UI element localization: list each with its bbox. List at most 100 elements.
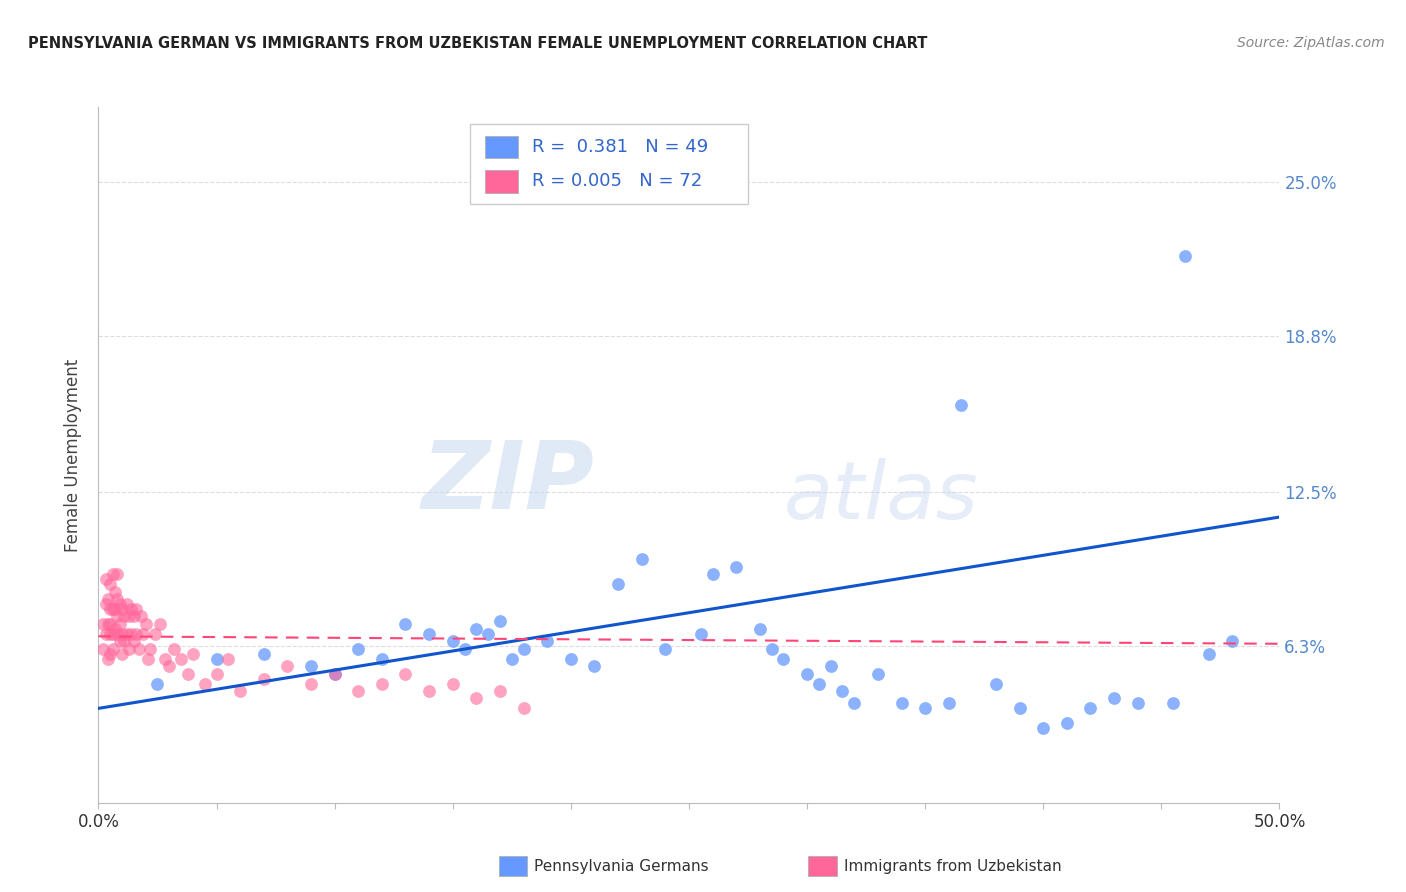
Point <box>725 559 748 574</box>
Point <box>583 659 606 673</box>
Point <box>253 672 276 686</box>
Point <box>98 602 121 616</box>
Point <box>112 609 135 624</box>
Point <box>177 666 200 681</box>
Point <box>689 627 711 641</box>
Point <box>153 651 176 665</box>
Point <box>101 602 124 616</box>
Point <box>844 697 866 711</box>
Point <box>97 592 120 607</box>
Point <box>394 616 416 631</box>
Point <box>97 616 120 631</box>
Point <box>170 651 193 665</box>
Point <box>489 684 512 698</box>
Point <box>104 602 127 616</box>
Point <box>418 627 440 641</box>
Point <box>118 641 141 656</box>
Point <box>536 634 558 648</box>
Point <box>135 616 157 631</box>
FancyBboxPatch shape <box>471 124 748 204</box>
Point <box>323 666 346 681</box>
Point <box>1008 701 1031 715</box>
Text: ZIP: ZIP <box>422 437 595 529</box>
Point <box>831 684 853 698</box>
Point <box>122 634 145 648</box>
Point <box>157 659 180 673</box>
Point <box>132 627 155 641</box>
Point <box>630 552 652 566</box>
Point <box>101 567 124 582</box>
Point <box>477 627 499 641</box>
Point <box>489 615 512 629</box>
Point <box>146 676 169 690</box>
Point <box>118 609 141 624</box>
Text: Pennsylvania Germans: Pennsylvania Germans <box>534 859 709 873</box>
Y-axis label: Female Unemployment: Female Unemployment <box>65 359 83 551</box>
Point <box>866 666 889 681</box>
Point <box>104 622 127 636</box>
FancyBboxPatch shape <box>485 170 517 193</box>
Point <box>94 627 117 641</box>
Text: Immigrants from Uzbekistan: Immigrants from Uzbekistan <box>844 859 1062 873</box>
Point <box>512 641 534 656</box>
Point <box>101 641 124 656</box>
Point <box>111 602 134 616</box>
Point <box>276 659 298 673</box>
Point <box>122 609 145 624</box>
Point <box>121 602 143 616</box>
Point <box>394 666 416 681</box>
Point <box>108 616 131 631</box>
Point <box>347 641 370 656</box>
Point <box>105 609 128 624</box>
Point <box>253 647 276 661</box>
Point <box>441 676 464 690</box>
Point <box>115 597 138 611</box>
Point <box>441 634 464 648</box>
Text: R = 0.005   N = 72: R = 0.005 N = 72 <box>531 172 702 191</box>
Point <box>371 651 394 665</box>
Point <box>323 666 346 681</box>
Point <box>938 697 960 711</box>
Point <box>949 398 972 412</box>
Point <box>761 641 783 656</box>
Point <box>101 627 124 641</box>
Point <box>121 627 143 641</box>
Point <box>98 577 121 591</box>
Point <box>772 651 794 665</box>
Text: R =  0.381   N = 49: R = 0.381 N = 49 <box>531 137 709 156</box>
Point <box>1056 716 1078 731</box>
Point <box>105 592 128 607</box>
Point <box>136 651 159 665</box>
Point <box>139 641 162 656</box>
Text: PENNSYLVANIA GERMAN VS IMMIGRANTS FROM UZBEKISTAN FEMALE UNEMPLOYMENT CORRELATIO: PENNSYLVANIA GERMAN VS IMMIGRANTS FROM U… <box>28 36 928 51</box>
Point <box>796 666 818 681</box>
Point <box>418 684 440 698</box>
Point <box>465 691 488 706</box>
Point <box>229 684 252 698</box>
Point <box>104 584 127 599</box>
Point <box>128 641 150 656</box>
Point <box>125 627 148 641</box>
Point <box>91 641 114 656</box>
Point <box>984 676 1007 690</box>
Point <box>1174 249 1197 263</box>
Point <box>149 616 172 631</box>
Point <box>299 659 322 673</box>
Point <box>299 676 322 690</box>
Point <box>371 676 394 690</box>
Point <box>501 651 523 665</box>
FancyBboxPatch shape <box>485 136 517 158</box>
Point <box>1220 634 1243 648</box>
Point <box>807 676 830 690</box>
Point <box>98 647 121 661</box>
Text: Source: ZipAtlas.com: Source: ZipAtlas.com <box>1237 36 1385 50</box>
Point <box>820 659 842 673</box>
Point <box>1102 691 1125 706</box>
Point <box>98 616 121 631</box>
Point <box>111 627 134 641</box>
Point <box>560 651 582 665</box>
Point <box>105 627 128 641</box>
Point <box>115 627 138 641</box>
Point <box>512 701 534 715</box>
Point <box>108 597 131 611</box>
